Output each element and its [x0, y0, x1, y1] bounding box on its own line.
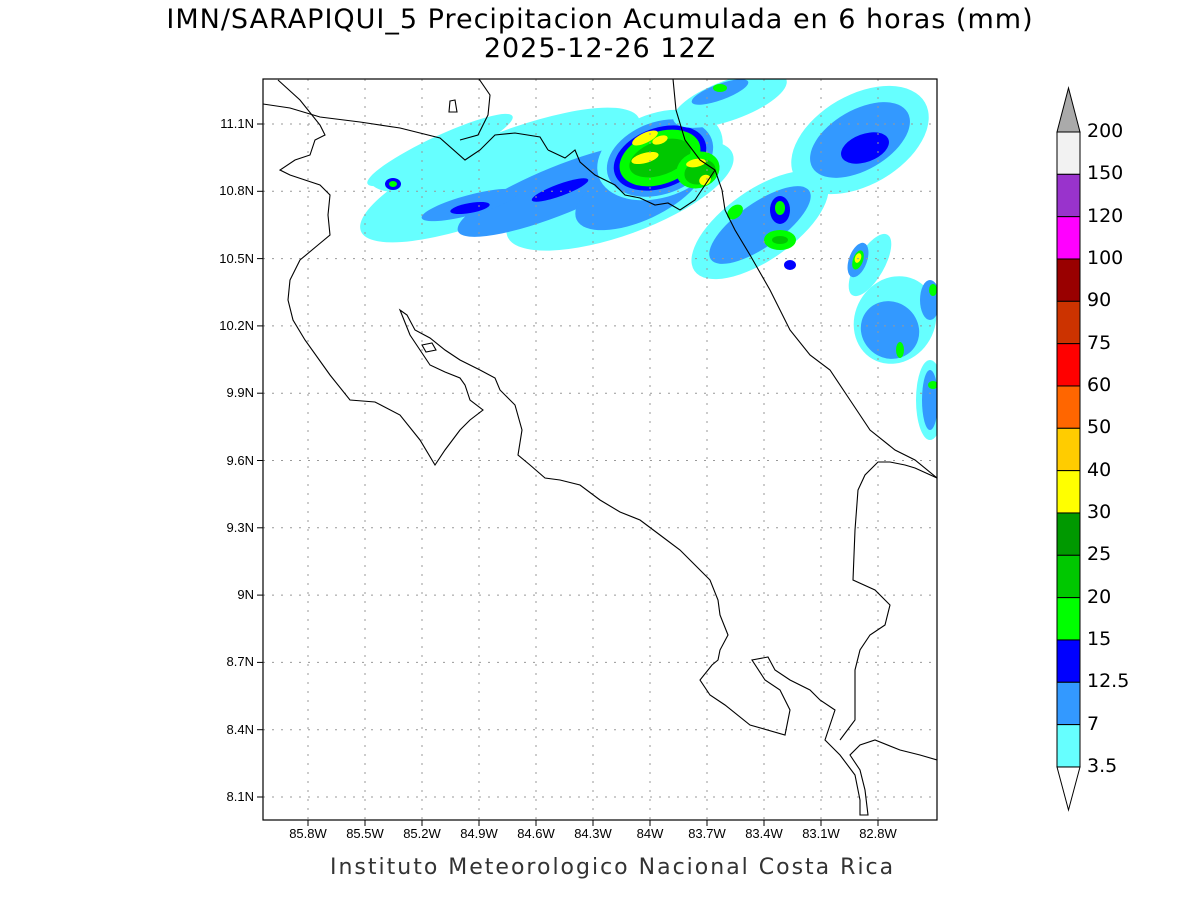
precip-contour	[860, 301, 920, 359]
lon-tick-label: 85.2W	[403, 826, 441, 841]
lat-tick-label: 8.1N	[226, 789, 254, 804]
colorbar-label: 25	[1087, 543, 1112, 566]
precip-contour	[841, 132, 889, 164]
lake-shore-north	[459, 79, 491, 141]
colorbar-swatch	[1056, 385, 1081, 429]
lon-tick-label: 85.8W	[289, 826, 327, 841]
colorbar-label: 200	[1087, 120, 1124, 142]
precip-contour	[896, 342, 904, 358]
colorbar-swatch	[1056, 258, 1081, 302]
precip-contour	[367, 113, 513, 187]
colorbar-swatch	[1056, 597, 1081, 641]
precip-contour	[360, 107, 640, 243]
precip-contour	[632, 130, 658, 146]
precip-contour	[775, 201, 785, 215]
colorbar-label: 150	[1087, 162, 1124, 185]
colorbar-label: 12.5	[1087, 670, 1130, 693]
colorbar-label: 75	[1087, 331, 1112, 354]
panama-border	[839, 461, 937, 741]
lon-tick-label: 84.3W	[574, 826, 612, 841]
precip-contour	[673, 79, 787, 128]
precip-contour	[929, 284, 937, 296]
lon-tick-label: 83.1W	[802, 826, 840, 841]
colorbar-swatch	[1056, 216, 1081, 260]
colorbar-label: 120	[1087, 204, 1124, 227]
precip-contour	[784, 260, 796, 270]
precip-contour	[713, 84, 727, 92]
lon-tick-label: 83.4W	[745, 826, 783, 841]
lon-tick-label: 83.7W	[688, 826, 726, 841]
footer-credit: Instituto Meteorologico Nacional Costa R…	[330, 855, 896, 880]
colorbar-swatch	[1056, 300, 1081, 345]
colorbar-swatch	[1056, 427, 1081, 472]
lat-tick-label: 11.1N	[220, 116, 254, 131]
precip-contour	[922, 370, 937, 430]
precip-contour	[848, 233, 892, 297]
colorbar-under-arrow	[1056, 766, 1081, 812]
island	[421, 342, 437, 353]
colorbar-swatch	[1056, 173, 1081, 218]
precip-contour	[652, 135, 668, 145]
lon-tick-label: 84W	[636, 826, 664, 841]
colorbar-swatch	[1056, 554, 1081, 599]
lat-tick-label: 9.9N	[226, 385, 254, 401]
caribbean-coastline	[672, 79, 937, 479]
colorbar-swatch	[1056, 343, 1081, 387]
colorbar-label: 100	[1087, 246, 1124, 269]
map-title: IMN/SARAPIQUI_5 Precipitacion Acumulada …	[166, 4, 1034, 35]
precip-contour	[772, 236, 788, 244]
colorbar-label: 40	[1087, 458, 1112, 481]
lat-tick-label: 10.2N	[219, 317, 254, 333]
nicaragua-border	[547, 149, 716, 211]
map-subtitle-date: 2025-12-26 12Z	[483, 33, 717, 64]
precip-contour	[854, 253, 862, 263]
lat-tick-label: 9N	[237, 587, 254, 603]
lon-tick-label: 84.9W	[460, 826, 498, 841]
colorbar-label: 7	[1087, 712, 1100, 735]
pacific-coastline	[277, 79, 937, 816]
colorbar-label: 90	[1087, 289, 1112, 312]
precip-contour	[531, 178, 589, 202]
precip-contour	[699, 174, 711, 186]
colorbar-swatch	[1056, 639, 1081, 683]
colorbar-label: 60	[1087, 373, 1112, 396]
lake-nicaragua-shore	[263, 103, 549, 161]
graticule	[257, 79, 937, 826]
lat-tick-label: 8.7N	[226, 654, 254, 670]
lat-tick-label: 9.3N	[226, 519, 254, 535]
island-lake	[448, 99, 458, 113]
lon-tick-label: 85.5W	[346, 826, 384, 841]
precip-contour	[389, 181, 397, 187]
colorbar-swatch	[1056, 512, 1081, 556]
precip-contour	[629, 138, 691, 178]
precipitation-field	[360, 79, 937, 440]
plot-frame	[262, 78, 938, 821]
colorbar-swatch	[1056, 470, 1081, 514]
colorbar-label: 30	[1087, 500, 1112, 523]
colorbar-swatch	[1056, 681, 1081, 726]
colorbar	[1056, 86, 1081, 812]
colorbar-label: 20	[1087, 585, 1112, 608]
lat-tick-label: 9.6N	[226, 452, 254, 468]
precip-contour	[450, 201, 490, 215]
colorbar-over-arrow	[1056, 86, 1081, 133]
coastlines	[263, 79, 937, 816]
colorbar-label: 50	[1087, 416, 1112, 439]
precip-contour	[928, 381, 937, 389]
lon-tick-label: 82.8W	[859, 826, 897, 841]
precip-contour	[631, 151, 659, 165]
precip-contour	[727, 204, 743, 220]
colorbar-swatch	[1056, 724, 1081, 768]
colorbar-swatch	[1056, 131, 1081, 175]
colorbar-label: 3.5	[1087, 754, 1118, 777]
lat-tick-label: 10.5N	[219, 250, 254, 266]
lat-tick-label: 8.4N	[226, 721, 254, 737]
lon-tick-label: 84.6W	[517, 826, 555, 841]
lat-tick-label: 10.8N	[219, 183, 254, 199]
colorbar-label: 15	[1087, 627, 1112, 650]
